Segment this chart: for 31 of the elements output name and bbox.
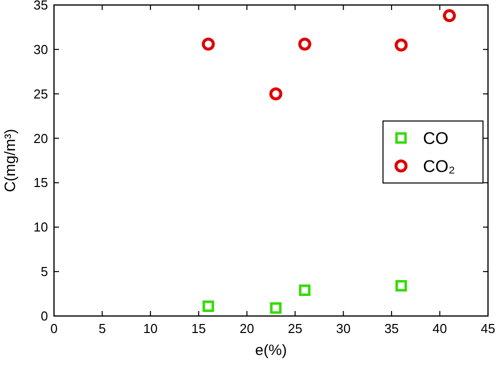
- y-tick-label: 30: [34, 42, 48, 57]
- y-tick-label: 10: [34, 220, 48, 235]
- point: [269, 87, 282, 100]
- point: [202, 38, 215, 51]
- point: [395, 280, 407, 292]
- x-tick-label: 20: [240, 321, 254, 336]
- point: [442, 9, 456, 22]
- legend-label: CO: [423, 129, 448, 148]
- point: [298, 38, 312, 51]
- x-tick-label: 40: [432, 321, 448, 336]
- x-tick-label: 30: [336, 321, 351, 336]
- y-tick-label: 5: [40, 264, 48, 280]
- point: [202, 300, 214, 312]
- legend-label: CO₂: [423, 157, 456, 176]
- point: [394, 38, 408, 52]
- x-tick-label: 45: [480, 321, 496, 336]
- x-tick-label: 5: [98, 321, 106, 336]
- y-axis-title: C(mg/m³): [2, 128, 19, 192]
- y-tick-label: 35: [34, 0, 48, 12]
- y-tick-label: 25: [34, 86, 48, 102]
- point: [270, 302, 282, 314]
- y-tick-label: 15: [34, 175, 48, 190]
- x-tick-label: 15: [191, 321, 206, 336]
- x-tick-label: 0: [50, 321, 58, 336]
- x-tick-label: 25: [288, 321, 302, 336]
- x-tick-label: 35: [384, 321, 399, 336]
- point: [299, 284, 311, 296]
- x-tick-label: 10: [143, 321, 158, 336]
- y-tick-label: 20: [34, 130, 48, 146]
- x-axis-title: e(%): [255, 342, 287, 359]
- y-tick-label: 0: [40, 308, 48, 324]
